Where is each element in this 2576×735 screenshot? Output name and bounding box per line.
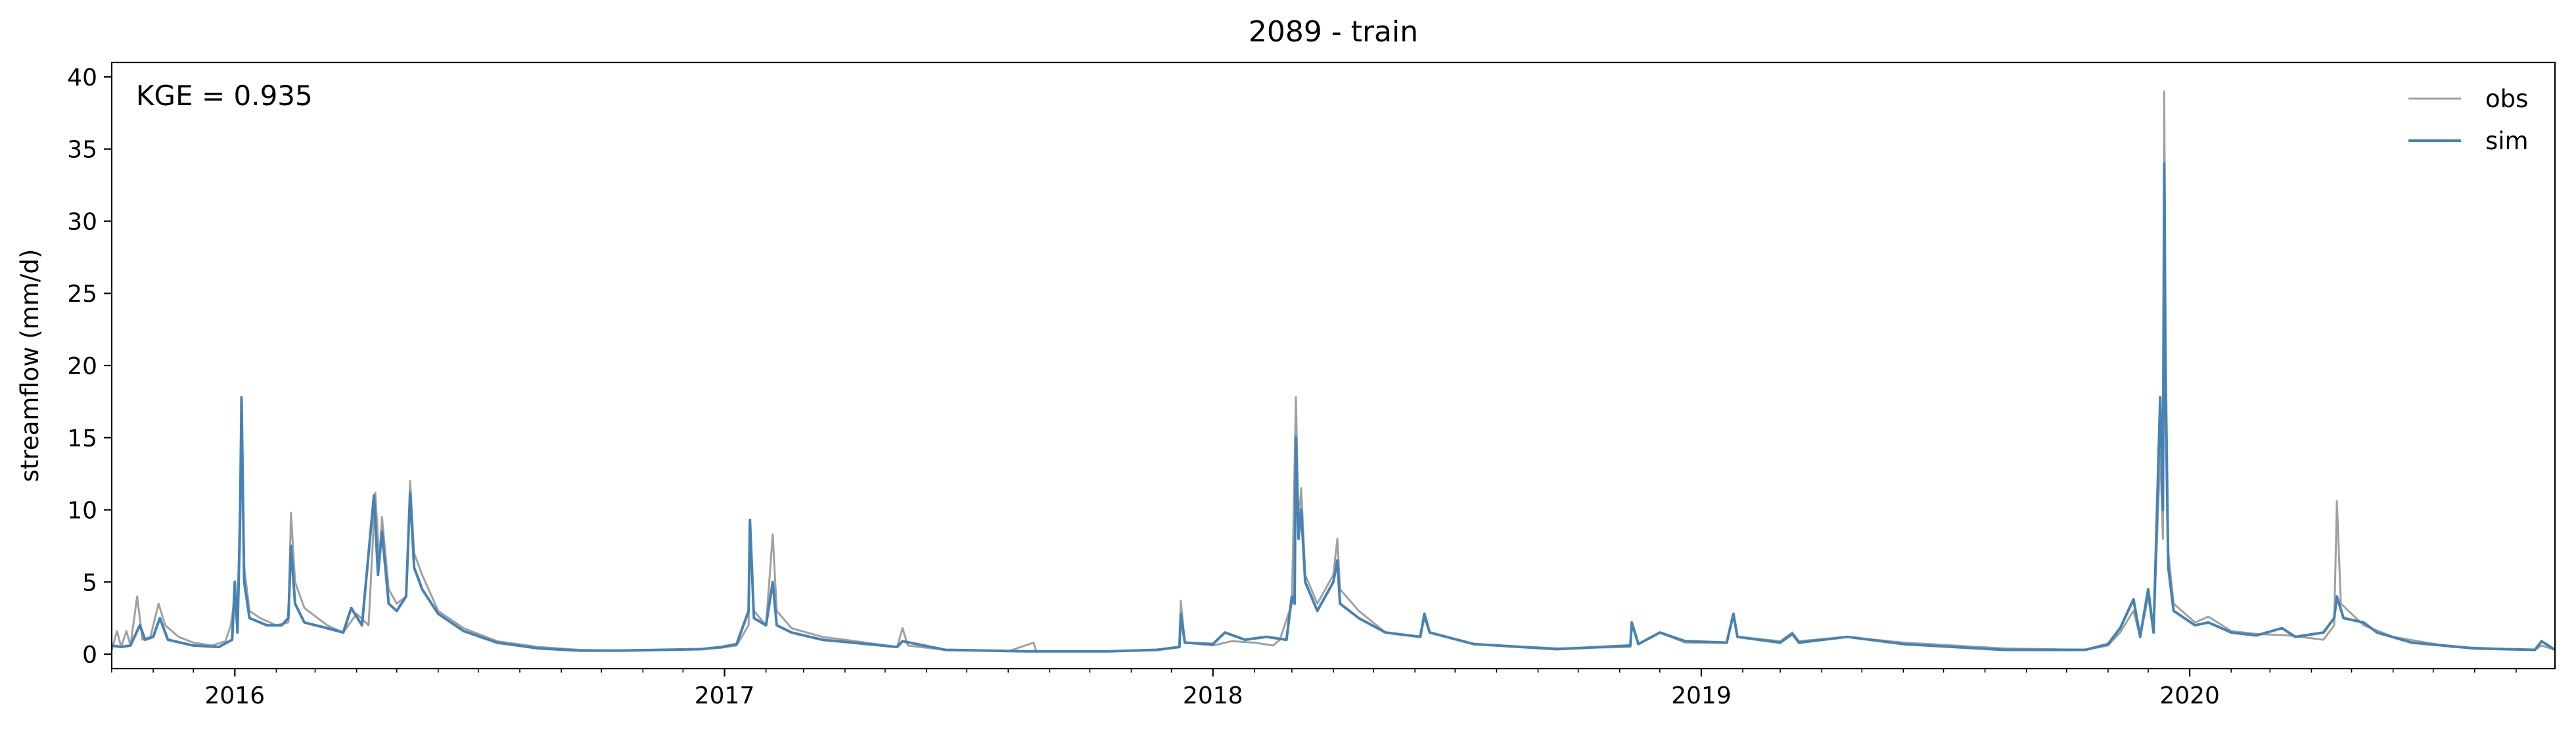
y-tick-label: 5 [82, 569, 97, 596]
x-tick-label: 2018 [1183, 682, 1243, 709]
y-tick-label: 40 [67, 64, 97, 91]
y-tick-label: 0 [82, 642, 97, 669]
y-tick-label: 20 [67, 353, 97, 380]
kge-annotation: KGE = 0.935 [136, 80, 313, 112]
series-layer [110, 90, 2556, 653]
y-tick-label: 25 [67, 281, 97, 308]
y-tick-label: 30 [67, 208, 97, 235]
legend-label-obs: obs [2485, 85, 2528, 113]
x-axis: 2016 2017 2018 2019 2020 [111, 669, 2517, 709]
y-axis-label: streamflow (mm/d) [16, 249, 44, 483]
legend-label-sim: sim [2485, 127, 2529, 155]
y-tick-label: 35 [67, 137, 97, 164]
y-tick-label: 10 [67, 498, 97, 525]
series-line-sim [111, 162, 2556, 653]
legend: obs sim [2408, 85, 2529, 155]
y-axis: 0 5 10 15 20 25 30 35 40 [67, 64, 112, 669]
x-tick-label: 2020 [2159, 682, 2220, 709]
x-tick-label: 2019 [1671, 682, 1732, 709]
chart-title: 2089 - train [1249, 15, 1418, 49]
x-tick-label: 2016 [205, 682, 265, 709]
y-tick-label: 15 [67, 425, 97, 452]
x-tick-label: 2017 [695, 682, 755, 709]
